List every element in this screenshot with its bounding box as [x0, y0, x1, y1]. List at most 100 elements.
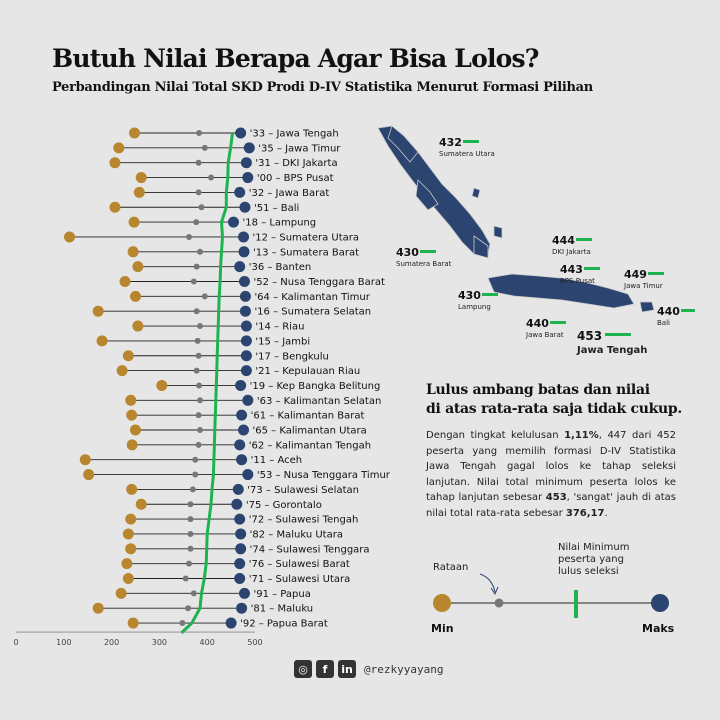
mean-dot-kep-bangka-belitung [196, 382, 203, 389]
row-label-kalimantan-timur: '64 – Kalimantan Timur [254, 292, 370, 303]
mean-dot-kepulauan-riau [193, 367, 200, 374]
max-dot-banten [234, 261, 246, 273]
x-tick-label: 400 [200, 638, 215, 647]
note-headline: Lulus ambang batas dan nilai di atas rat… [426, 381, 706, 419]
map-sumatera-utara [387, 125, 419, 163]
map-mark-bali [681, 309, 695, 312]
max-dot-kalimantan-timur [239, 290, 251, 302]
row-label-jawa-tengah: '33 – Jawa Tengah [250, 129, 339, 140]
row-label-lampung: '18 – Lampung [242, 218, 316, 229]
max-dot-sumatera-utara [238, 231, 250, 243]
legend: Rataan Nilai Minimum peserta yang lulus … [431, 542, 675, 635]
note-body-part1: Dengan tingkat kelulusan [426, 430, 565, 441]
map-name-sumatera-utara: Sumatera Utara [439, 150, 495, 158]
legend-mean-dot [494, 598, 504, 608]
mean-dot-kalimantan-selatan [197, 397, 204, 404]
social-handle: @rezkyyayang [364, 662, 444, 676]
max-dot-sulawesi-utara [234, 573, 246, 584]
max-dot-sulawesi-barat [234, 558, 246, 570]
max-dot-papua-barat [225, 617, 237, 629]
min-dot-papua-barat [127, 617, 139, 629]
mean-dot-kalimantan-timur [201, 293, 208, 300]
max-dot-kalimantan-selatan [242, 394, 254, 406]
max-dot-jambi [240, 335, 252, 347]
row-label-gorontalo: '75 – Gorontalo [246, 500, 322, 511]
facebook-icon[interactable]: f [316, 660, 334, 678]
map-value-sumatera-barat: 430 [396, 246, 419, 259]
map-mark-dki-jakarta [576, 238, 592, 241]
map-value-jawa-barat: 440 [526, 317, 549, 330]
mean-dot-bps-pusat [208, 174, 215, 181]
legend-threshold-label-1: Nilai Minimum [558, 542, 629, 553]
row-label-riau: '14 – Riau [255, 322, 304, 333]
legend-max-label: Maks [642, 622, 675, 635]
min-dot-kalimantan-tengah [126, 439, 138, 451]
min-dot-aceh [79, 454, 91, 466]
map-name-jawa-barat: Jawa Barat [525, 331, 564, 339]
x-tick-label: 100 [56, 638, 71, 647]
mean-dot-lampung [193, 219, 200, 226]
max-dot-kalimantan-tengah [234, 439, 246, 451]
max-dot-gorontalo [231, 498, 243, 510]
min-dot-sulawesi-utara [122, 573, 134, 584]
min-dot-maluku [92, 602, 104, 614]
row-label-sumatera-utara: '12 – Sumatera Utara [253, 232, 359, 243]
linkedin-icon[interactable]: in [338, 660, 356, 678]
max-dot-maluku [236, 602, 248, 614]
max-dot-sulawesi-tengah [234, 513, 246, 525]
map-value-jawa-timur: 449 [624, 268, 647, 281]
page-subtitle: Perbandingan Nilai Total SKD Prodi D-IV … [52, 80, 593, 95]
mean-dot-kalimantan-utara [197, 427, 204, 433]
row-label-jawa-barat: '32 – Jawa Barat [249, 188, 330, 199]
map-mark-sumatera-barat [420, 250, 436, 253]
page-title: Butuh Nilai Berapa Agar Bisa Lolos? [52, 44, 539, 73]
mean-dot-nusa-tenggara-barat [190, 278, 197, 285]
max-dot-jawa-timur [243, 142, 255, 154]
row-label-kalimantan-tengah: '62 – Kalimantan Tengah [249, 440, 371, 451]
row-label-kalimantan-selatan: '63 – Kalimantan Selatan [257, 396, 381, 407]
max-dot-bali [239, 201, 251, 213]
min-dot-jawa-timur [113, 142, 125, 154]
map-mark-sumatera-utara [463, 140, 479, 143]
min-dot-lampung [128, 216, 140, 228]
legend-rataan-label: Rataan [433, 562, 468, 573]
min-dot-bps-pusat [135, 172, 147, 184]
mean-dot-sumatera-utara [186, 233, 193, 240]
map-value-dki-jakarta: 444 [552, 234, 575, 247]
map-name-jawa-tengah: Jawa Tengah [576, 345, 647, 356]
mean-dot-jambi [194, 337, 201, 344]
mean-dot-kalimantan-tengah [195, 441, 202, 448]
mean-dot-banten [193, 263, 200, 270]
mean-dot-jawa-timur [201, 144, 208, 151]
mean-dot-sulawesi-tengah [187, 516, 194, 523]
max-dot-sumatera-selatan [239, 305, 251, 317]
min-dot-nusa-tenggara-barat [119, 276, 131, 287]
row-label-sulawesi-tengah: '72 – Sulawesi Tengah [249, 515, 359, 526]
mean-dot-bali [198, 204, 205, 211]
mean-dot-jawa-barat [195, 189, 202, 196]
row-label-kalimantan-barat: '61 – Kalimantan Barat [251, 411, 365, 422]
min-dot-kalimantan-timur [130, 290, 141, 302]
map-sumatera-barat [415, 179, 439, 211]
legend-arrow-head [490, 586, 499, 596]
map-value-jawa-tengah: 453 [577, 329, 602, 343]
min-dot-dki-jakarta [109, 157, 121, 169]
max-dot-riau [240, 320, 252, 332]
mean-dot-jawa-tengah [196, 130, 203, 136]
note-body: Dengan tingkat kelulusan 1,11%, 447 dari… [426, 428, 676, 521]
mean-dot-aceh [192, 456, 199, 463]
min-dot-jawa-tengah [129, 127, 141, 139]
row-label-sumatera-selatan: '16 – Sumatera Selatan [254, 307, 371, 318]
min-dot-sulawesi-tengah [125, 513, 137, 525]
min-dot-bengkulu [122, 350, 134, 362]
row-label-kep-bangka-belitung: '19 – Kep Bangka Belitung [250, 381, 381, 392]
row-label-aceh: '11 – Aceh [251, 455, 302, 466]
row-label-jawa-timur: '35 – Jawa Timur [258, 143, 341, 154]
mean-dot-sulawesi-selatan [189, 486, 196, 493]
max-dot-sulawesi-selatan [232, 483, 244, 495]
max-dot-sumatera-barat [238, 246, 250, 258]
mean-dot-sulawesi-utara [182, 575, 189, 582]
max-dot-nusa-tenggara-barat [238, 276, 250, 287]
instagram-icon[interactable]: ◎ [294, 660, 312, 678]
